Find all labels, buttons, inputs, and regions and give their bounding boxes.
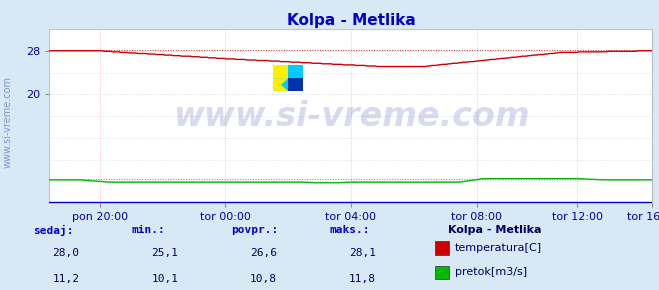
Polygon shape — [273, 65, 289, 78]
Text: 10,8: 10,8 — [250, 274, 277, 284]
Polygon shape — [289, 65, 303, 78]
Polygon shape — [289, 78, 303, 91]
Text: maks.:: maks.: — [330, 225, 370, 235]
Bar — [435, 241, 449, 255]
Text: temperatura[C]: temperatura[C] — [455, 243, 542, 253]
Bar — [289, 78, 303, 91]
Text: pretok[m3/s]: pretok[m3/s] — [455, 267, 527, 277]
Text: 26,6: 26,6 — [250, 248, 277, 258]
Text: 28,1: 28,1 — [349, 248, 376, 258]
Text: www.si-vreme.com: www.si-vreme.com — [3, 76, 13, 168]
Text: 28,0: 28,0 — [53, 248, 79, 258]
Bar — [435, 266, 449, 280]
Text: 10,1: 10,1 — [152, 274, 178, 284]
Polygon shape — [273, 65, 289, 78]
Title: Kolpa - Metlika: Kolpa - Metlika — [287, 13, 415, 28]
Text: 11,2: 11,2 — [53, 274, 79, 284]
Text: 11,8: 11,8 — [349, 274, 376, 284]
Text: povpr.:: povpr.: — [231, 225, 278, 235]
Text: Kolpa - Metlika: Kolpa - Metlika — [448, 225, 542, 235]
Text: 25,1: 25,1 — [152, 248, 178, 258]
Bar — [273, 65, 289, 91]
Text: www.si-vreme.com: www.si-vreme.com — [173, 99, 529, 133]
Text: min.:: min.: — [132, 225, 165, 235]
Text: sedaj:: sedaj: — [33, 225, 73, 236]
Polygon shape — [273, 78, 289, 91]
Bar — [289, 65, 303, 78]
Polygon shape — [273, 78, 289, 91]
